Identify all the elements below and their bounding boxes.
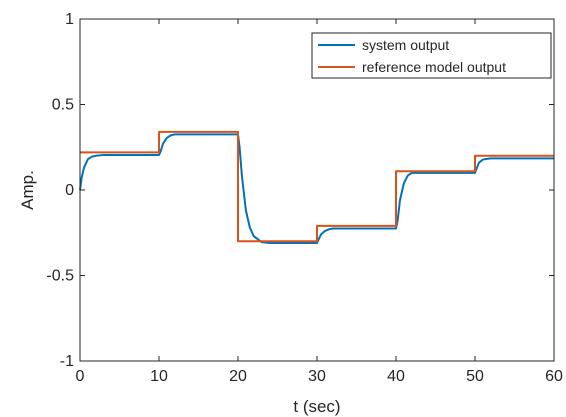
ticks-layer: 0 10 20 30 40 50 60 -1 -0.5 0 0.5 1 bbox=[46, 11, 563, 385]
y-tick-label: 0.5 bbox=[52, 97, 74, 114]
legend: system output reference model output bbox=[311, 32, 552, 79]
series-layer bbox=[79, 130, 554, 245]
legend-label-reference-model-output: reference model output bbox=[362, 59, 506, 75]
series-line-reference-model-output bbox=[80, 130, 554, 243]
y-tick-label: -1 bbox=[60, 353, 74, 370]
y-tick-label: 1 bbox=[65, 11, 74, 28]
y-tick-label: 0 bbox=[65, 182, 74, 199]
legend-box bbox=[311, 32, 552, 79]
y-axis-label: Amp. bbox=[18, 170, 37, 210]
x-tick-label: 40 bbox=[387, 368, 405, 385]
x-tick-label: 0 bbox=[76, 368, 85, 385]
x-tick-label: 50 bbox=[466, 368, 484, 385]
x-tick-label: 20 bbox=[229, 368, 247, 385]
x-tick-label: 60 bbox=[545, 368, 563, 385]
y-tick-label: -0.5 bbox=[46, 268, 74, 285]
x-tick-label: 30 bbox=[308, 368, 326, 385]
x-axis-label: t (sec) bbox=[293, 397, 340, 416]
x-tick-label: 10 bbox=[150, 368, 168, 385]
series-line-system-output bbox=[79, 133, 554, 245]
legend-label-system-output: system output bbox=[362, 37, 449, 53]
